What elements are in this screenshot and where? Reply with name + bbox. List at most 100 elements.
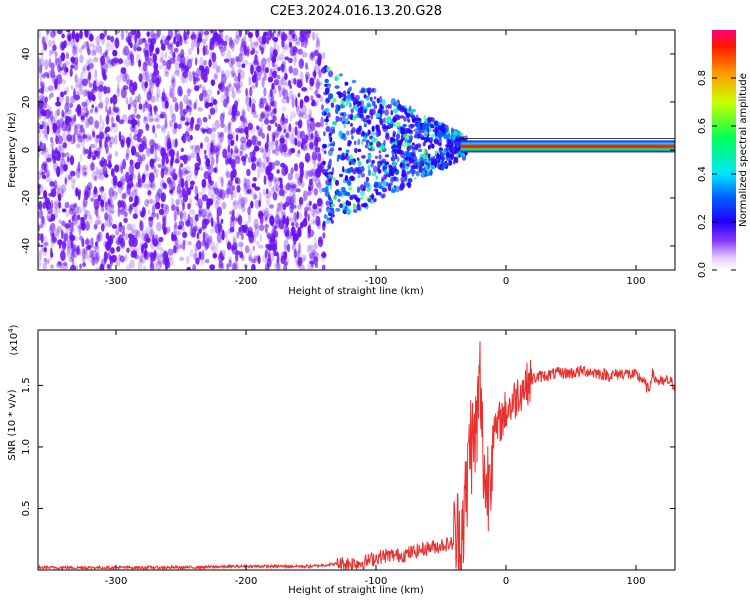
noise-dot	[191, 103, 196, 110]
noise-dot	[298, 161, 305, 171]
transition-dot	[324, 83, 329, 88]
noise-dot	[250, 64, 254, 75]
noise-dot	[149, 138, 156, 148]
noise-dot	[197, 84, 202, 89]
transition-dot	[398, 149, 402, 154]
noise-dot	[131, 223, 136, 234]
noise-dot	[93, 254, 100, 264]
noise-dot	[138, 38, 144, 45]
noise-dot	[98, 146, 102, 155]
transition-dot	[441, 153, 445, 158]
noise-dot	[278, 201, 284, 208]
noise-dot	[115, 57, 119, 66]
noise-dot	[318, 178, 321, 184]
noise-dot	[215, 65, 220, 74]
noise-dot	[302, 190, 308, 201]
noise-dot	[228, 157, 232, 165]
transition-dot	[343, 155, 347, 160]
transition-dot	[342, 90, 347, 97]
noise-dot	[202, 38, 207, 45]
noise-dot	[148, 87, 154, 96]
transition-dot	[427, 153, 431, 159]
transition-dot	[323, 150, 327, 155]
noise-dot	[197, 198, 203, 209]
noise-dot	[289, 116, 293, 122]
noise-dot	[195, 166, 200, 171]
noise-dot	[117, 206, 121, 218]
noise-dot	[190, 34, 197, 40]
transition-dot	[330, 102, 335, 108]
noise-dot	[268, 232, 272, 240]
transition-dot	[332, 121, 337, 126]
transition-dot	[343, 168, 350, 174]
noise-dot	[313, 188, 318, 196]
noise-dot	[119, 175, 126, 186]
noise-dot	[297, 250, 300, 260]
noise-dot	[53, 162, 59, 171]
noise-dot	[232, 72, 237, 78]
noise-dot	[63, 40, 67, 49]
noise-dot	[307, 213, 311, 223]
noise-dot	[156, 75, 162, 85]
noise-dot	[94, 244, 100, 255]
noise-dot	[174, 30, 181, 37]
noise-dot	[47, 39, 53, 48]
noise-dot	[219, 252, 224, 260]
noise-dot	[162, 250, 168, 261]
transition-dot	[335, 107, 339, 115]
noise-dot	[116, 236, 122, 246]
noise-dot	[111, 43, 114, 52]
noise-dot	[48, 210, 54, 215]
noise-dot	[144, 99, 148, 106]
noise-dot	[250, 200, 254, 209]
noise-dot	[116, 87, 121, 98]
transition-dot	[379, 95, 383, 103]
transition-dot	[329, 184, 333, 190]
noise-dot	[150, 180, 157, 191]
noise-dot	[55, 155, 61, 161]
transition-dot	[400, 166, 406, 170]
transition-dot	[327, 112, 331, 118]
noise-dot	[58, 201, 61, 209]
noise-dot	[134, 161, 141, 170]
noise-dot	[319, 198, 324, 209]
noise-dot	[276, 258, 279, 266]
noise-dot	[203, 149, 207, 155]
noise-dot	[147, 199, 153, 204]
noise-dot	[131, 189, 137, 197]
noise-dot	[127, 233, 133, 239]
transition-dot	[335, 207, 341, 212]
noise-dot	[60, 52, 66, 62]
noise-dot	[142, 103, 146, 113]
noise-dot	[272, 132, 279, 138]
noise-dot	[160, 253, 165, 259]
noise-dot	[221, 262, 225, 270]
noise-dot	[319, 157, 325, 162]
noise-dot	[237, 177, 241, 185]
noise-dot	[44, 260, 50, 265]
noise-dot	[235, 134, 239, 142]
transition-dot	[336, 154, 342, 160]
noise-dot	[307, 225, 311, 234]
noise-dot	[185, 220, 191, 227]
noise-dot	[264, 224, 269, 229]
noise-dot	[317, 56, 322, 66]
noise-dot	[92, 86, 98, 93]
noise-dot	[94, 109, 99, 114]
noise-dot	[170, 50, 174, 56]
noise-dot	[296, 151, 301, 158]
noise-dot	[114, 150, 119, 157]
noise-dot	[56, 96, 60, 103]
noise-dot	[228, 259, 232, 268]
noise-dot	[164, 113, 168, 123]
noise-dot	[244, 46, 249, 53]
noise-dot	[85, 220, 90, 231]
noise-dot	[301, 254, 307, 260]
noise-dot	[207, 188, 214, 198]
noise-dot	[296, 129, 301, 139]
y-tick-label: 1.5	[21, 377, 32, 393]
noise-dot	[156, 221, 162, 232]
noise-dot	[142, 242, 148, 249]
noise-dot	[91, 104, 95, 109]
noise-dot	[287, 172, 293, 181]
